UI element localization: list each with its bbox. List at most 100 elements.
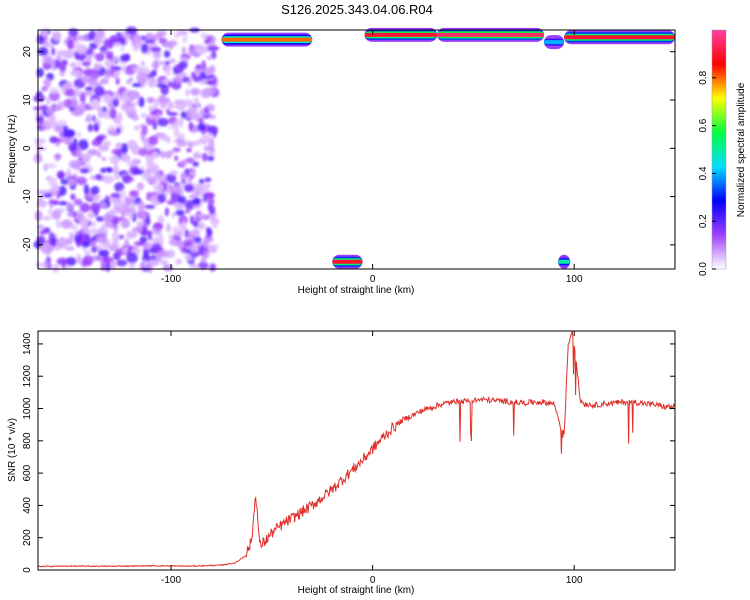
noise-cell — [168, 238, 178, 246]
noise-cell — [185, 157, 195, 164]
noise-cell — [47, 209, 54, 216]
noise-cell — [170, 184, 183, 194]
noise-cell — [204, 191, 215, 199]
signal-band — [564, 35, 675, 40]
noise-cell — [191, 71, 197, 79]
noise-cell — [36, 114, 45, 125]
noise-cell — [120, 46, 125, 52]
snr-panel: -100 0 100 0 200 400 600 800 1000 1200 1400 Heigh… — [7, 330, 676, 596]
noise-cell — [58, 123, 64, 133]
y-tick-label: 0 — [22, 567, 33, 573]
noise-cell — [131, 226, 143, 233]
figure-title: S126.2025.343.04.06.R04 — [281, 2, 433, 17]
noise-cell — [103, 213, 114, 223]
noise-cell — [195, 45, 207, 55]
noise-cell — [136, 72, 148, 84]
noise-cell — [66, 168, 71, 177]
noise-cell — [188, 194, 198, 199]
noise-cell — [160, 150, 166, 159]
noise-cell — [98, 201, 107, 209]
noise-cell — [78, 103, 85, 110]
noise-cell — [82, 255, 94, 267]
noise-cell — [138, 148, 148, 157]
noise-cell — [144, 39, 156, 44]
noise-cell — [157, 249, 169, 257]
noise-cell — [52, 30, 62, 42]
noise-cell — [100, 224, 107, 235]
snr-x-axis-label: Height of straight line (km) — [298, 585, 415, 596]
noise-cell — [205, 132, 214, 138]
noise-cell — [168, 234, 175, 239]
noise-cell — [204, 106, 209, 114]
noise-cell — [100, 167, 107, 174]
noise-cell — [207, 155, 215, 162]
noise-cell — [43, 55, 54, 65]
heatmap-frame — [37, 29, 676, 270]
noise-cell — [189, 113, 200, 121]
noise-cell — [129, 92, 139, 99]
noise-cell — [139, 236, 148, 243]
noise-cell — [157, 215, 165, 224]
noise-cell — [184, 88, 190, 97]
noise-cell — [115, 77, 120, 86]
y-tick-label: 0 — [22, 145, 33, 151]
noise-cell — [74, 39, 81, 51]
y-tick-label: -10 — [22, 189, 33, 204]
noise-cell — [117, 36, 126, 43]
noise-cell — [55, 219, 62, 229]
noise-cell — [86, 113, 93, 123]
noise-cell — [112, 98, 120, 107]
noise-cell — [103, 241, 111, 250]
noise-cell — [51, 184, 60, 193]
noise-cell — [122, 217, 128, 226]
noise-cell — [56, 237, 68, 248]
noise-cell — [75, 176, 88, 186]
noise-cell — [177, 195, 187, 204]
noise-cell — [102, 175, 115, 184]
noise-cell — [182, 36, 188, 44]
noise-cell — [81, 61, 91, 66]
noise-cell — [180, 172, 187, 182]
noise-cell — [141, 112, 147, 119]
noise-cell — [128, 77, 134, 82]
noise-cell — [34, 137, 44, 144]
noise-cell — [203, 250, 210, 259]
noise-cell — [76, 132, 82, 138]
noise-cell — [38, 195, 43, 204]
noise-cell — [127, 161, 138, 167]
noise-cell — [52, 263, 60, 273]
noise-cell — [108, 129, 118, 136]
noise-cell — [155, 112, 161, 119]
noise-cell — [103, 38, 115, 49]
noise-cell — [209, 263, 217, 272]
noise-cell — [114, 182, 125, 192]
noise-cell — [76, 147, 83, 159]
noise-cell — [192, 203, 202, 210]
noise-cell — [160, 97, 171, 104]
noise-cell — [111, 239, 119, 250]
noise-cell — [174, 79, 185, 84]
noise-cell — [121, 247, 128, 254]
x-tick-label: 100 — [566, 575, 583, 586]
noise-cell — [206, 55, 213, 60]
noise-cell — [160, 259, 169, 266]
noise-cell — [166, 111, 179, 117]
colorbar: 0.0 0.2 0.4 0.6 0.8 Normalized spectral ampl… — [698, 29, 747, 276]
noise-cell — [205, 80, 217, 86]
noise-cell — [185, 208, 191, 214]
noise-cell — [189, 170, 196, 177]
noise-cell — [180, 111, 187, 119]
noise-cell — [80, 224, 89, 234]
noise-cell — [173, 32, 181, 39]
y-tick-label: -20 — [22, 237, 33, 252]
x-tick-label: 0 — [370, 274, 376, 285]
noise-cell — [128, 190, 139, 197]
noise-cell — [103, 140, 111, 147]
noise-cell — [65, 88, 76, 97]
noise-cell — [132, 44, 140, 52]
noise-cell — [90, 202, 101, 214]
noise-cell — [92, 37, 99, 42]
noise-cell — [166, 223, 171, 233]
noise-cell — [146, 216, 151, 226]
noise-cell — [55, 138, 63, 144]
